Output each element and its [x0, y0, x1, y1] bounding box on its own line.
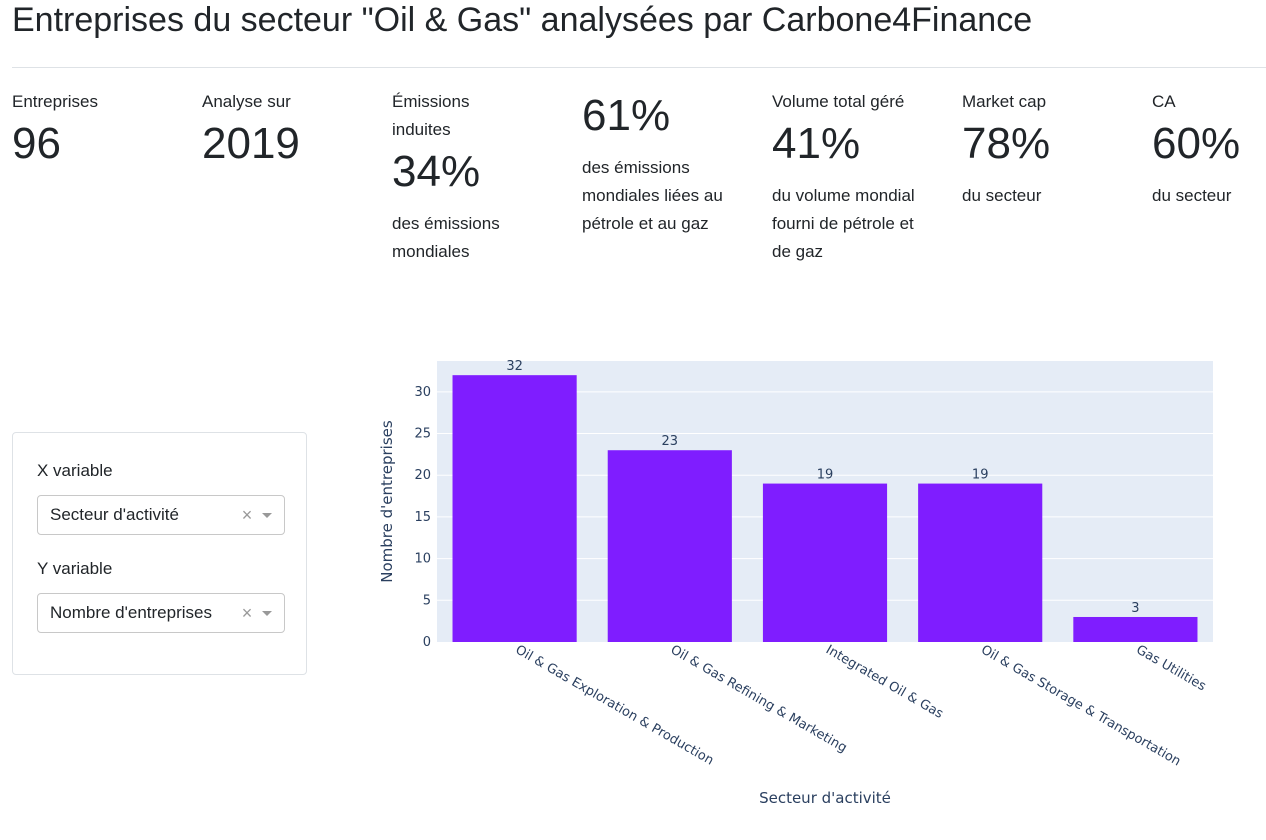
controls-card: X variable Secteur d'activité × Y variab…: [12, 432, 307, 675]
page-title: Entreprises du secteur "Oil & Gas" analy…: [12, 1, 1033, 39]
clear-icon[interactable]: ×: [241, 504, 253, 525]
stat-desc: du secteur: [1152, 186, 1232, 205]
data-label: 32: [506, 359, 523, 374]
divider: [12, 67, 1266, 68]
data-label: 19: [817, 468, 834, 483]
stat-value: 60%: [1152, 119, 1241, 168]
stat-label: Market cap: [962, 92, 1047, 111]
stat-analyse: Analyse sur 2019: [202, 88, 387, 172]
y-tick-label: 15: [414, 510, 431, 525]
stat-emissions-induites: Émissions induites 34% des émissions mon…: [392, 88, 532, 266]
stat-label: CA: [1152, 92, 1176, 111]
x-variable-select[interactable]: Secteur d'activité ×: [37, 495, 285, 535]
y-tick-label: 5: [423, 593, 431, 608]
x-tick-label: Integrated Oil & Gas: [823, 642, 946, 722]
y-tick-label: 30: [414, 385, 431, 400]
y-variable-value: Nombre d'entreprises: [50, 603, 212, 622]
stat-volume: Volume total géré 41% du volume mondial …: [772, 88, 932, 266]
x-axis-label: Secteur d'activité: [759, 789, 891, 807]
chevron-down-icon[interactable]: [262, 512, 272, 518]
stat-desc: des émissions mondiales: [392, 214, 500, 261]
y-axis-label: Nombre d'entreprises: [378, 420, 396, 583]
stat-value: 34%: [392, 147, 481, 196]
bar: [607, 450, 732, 642]
x-tick-label: Oil & Gas Exploration & Production: [513, 642, 716, 768]
y-tick-label: 20: [414, 468, 431, 483]
y-tick-label: 25: [414, 427, 431, 442]
data-label: 19: [972, 468, 989, 483]
stat-emissions-petrole-gaz: 61% des émissions mondiales liées au pét…: [582, 88, 732, 238]
stat-desc: des émissions mondiales liées au pétrole…: [582, 158, 723, 233]
stat-ca: CA 60% du secteur: [1152, 88, 1262, 210]
bar: [452, 375, 577, 642]
bar: [918, 483, 1043, 642]
y-tick-label: 10: [414, 552, 431, 567]
stat-value: 78%: [962, 119, 1051, 168]
x-tick-label: Oil & Gas Storage & Transportation: [978, 642, 1183, 769]
stat-label: Émissions induites: [392, 92, 470, 139]
chevron-down-icon[interactable]: [262, 610, 272, 616]
stat-value: 96: [12, 119, 61, 168]
data-label: 3: [1131, 601, 1139, 616]
bar: [1073, 616, 1198, 642]
x-tick-label: Gas Utilities: [1133, 642, 1208, 694]
stat-value: 2019: [202, 119, 300, 168]
clear-icon[interactable]: ×: [241, 602, 253, 623]
stat-label: Analyse sur: [202, 92, 291, 111]
x-variable-label: X variable: [37, 461, 113, 480]
stat-value: 41%: [772, 119, 861, 168]
x-tick-label: Oil & Gas Refining & Marketing: [668, 642, 850, 755]
stat-label: Volume total géré: [772, 92, 905, 111]
bar: [762, 483, 888, 642]
stat-entreprises: Entreprises 96: [12, 88, 197, 172]
stat-label: Entreprises: [12, 92, 98, 111]
data-label: 23: [662, 434, 679, 449]
y-variable-select[interactable]: Nombre d'entreprises ×: [37, 593, 285, 633]
x-variable-value: Secteur d'activité: [50, 505, 179, 524]
stat-value: 61%: [582, 91, 671, 140]
y-variable-label: Y variable: [37, 559, 113, 578]
stat-desc: du secteur: [962, 186, 1042, 205]
stat-market-cap: Market cap 78% du secteur: [962, 88, 1147, 210]
plot-area: [437, 361, 1213, 642]
stat-desc: du volume mondial fourni de pétrole et d…: [772, 186, 915, 261]
y-tick-label: 0: [423, 635, 431, 650]
